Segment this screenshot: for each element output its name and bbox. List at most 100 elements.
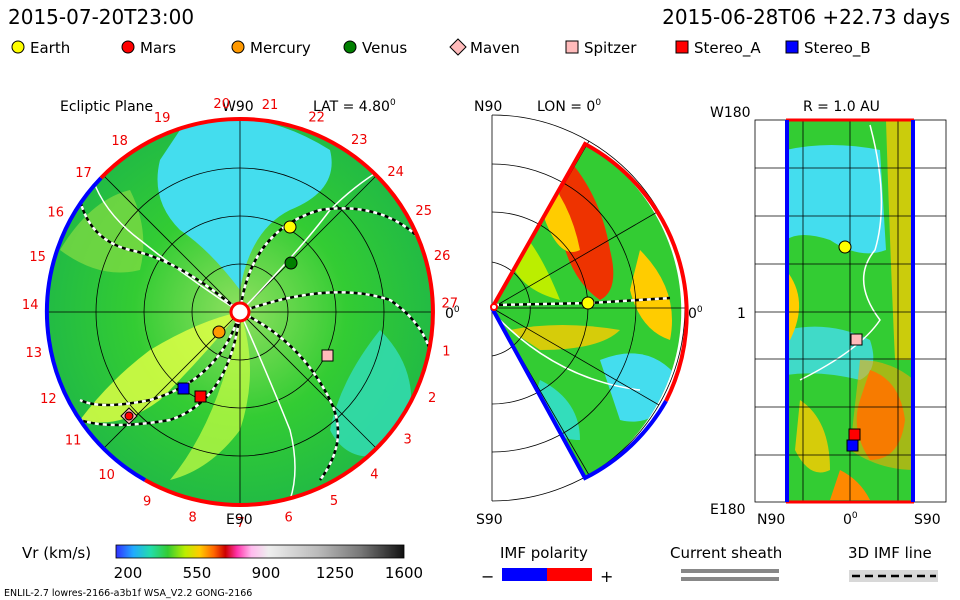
spitzer-marker xyxy=(321,349,334,362)
ecliptic-bottom-label: E90 xyxy=(226,512,253,528)
map-x-left: N90 xyxy=(757,512,785,528)
meridional-right-sup: 0 xyxy=(697,305,703,315)
day-label: 4 xyxy=(370,467,378,482)
meridional-right-text: 0 xyxy=(688,306,697,322)
meridional-lon-text: LON = 0 xyxy=(537,99,595,115)
day-label: 8 xyxy=(189,511,197,526)
datetime-right: 2015-06-28T06 +22.73 days xyxy=(662,5,950,29)
current-sheath-line-2 xyxy=(681,577,779,581)
ecliptic-right-sup: 0 xyxy=(454,305,460,315)
earth-marker xyxy=(283,220,297,234)
legend-symbol xyxy=(11,40,25,54)
legend-label: Earth xyxy=(30,39,70,57)
day-label: 20 xyxy=(213,97,230,112)
day-label: 17 xyxy=(75,166,92,181)
ecliptic-right-text: 0 xyxy=(445,306,454,322)
day-label: 27 xyxy=(442,297,459,312)
map-y-bottom: E180 xyxy=(710,502,746,518)
meridional-lon-sup: 0 xyxy=(595,98,601,108)
colorbar-tick: 1600 xyxy=(385,564,423,582)
map-x-mid-text: 0 xyxy=(843,512,852,528)
day-label: 21 xyxy=(262,98,279,113)
meridional-top-label: N90 xyxy=(474,99,502,115)
stereo-a-marker xyxy=(194,390,207,403)
legend-symbol xyxy=(449,38,467,56)
meridional-right-label: 00 xyxy=(688,305,703,322)
meridional-lon-label: LON = 00 xyxy=(537,98,601,115)
legend-item-stereo-b: Stereo_B xyxy=(785,39,871,58)
day-label: 2 xyxy=(428,391,436,406)
colorbar-tick: 550 xyxy=(183,564,212,582)
colorbar-tick: 200 xyxy=(114,564,143,582)
legend-label: Venus xyxy=(362,39,407,57)
colorbar-label: Vr (km/s) xyxy=(22,544,91,562)
legend-label: Mercury xyxy=(250,39,311,57)
imf-line-label: 3D IMF line xyxy=(848,544,932,562)
legend-label: Maven xyxy=(470,39,520,57)
colorbar-tick: 1250 xyxy=(316,564,354,582)
legend-item-earth: Earth xyxy=(11,39,70,57)
map-y-top: W180 xyxy=(710,105,751,121)
map-x-right: S90 xyxy=(914,512,941,528)
ecliptic-right-label: 00 xyxy=(445,305,460,322)
imf-polarity-legend: IMF polarity − + xyxy=(481,544,613,586)
spitzer-marker-map xyxy=(850,333,863,346)
day-label: 26 xyxy=(434,249,451,264)
colorbar-gradient xyxy=(115,544,405,559)
imf-polarity-label: IMF polarity xyxy=(500,544,588,562)
ecliptic-lat-label: LAT = 4.800 xyxy=(313,98,396,115)
stereo-a-marker-map xyxy=(848,428,861,441)
legend-label: Mars xyxy=(140,39,176,57)
day-label: 25 xyxy=(415,204,432,219)
map-title: R = 1.0 AU xyxy=(803,99,880,115)
legend-symbol xyxy=(785,40,799,54)
day-label: 3 xyxy=(404,432,412,447)
imf-positive-bar xyxy=(547,568,592,581)
day-label: 18 xyxy=(111,134,128,149)
day-label: 22 xyxy=(308,111,325,126)
day-label: 10 xyxy=(98,468,115,483)
legend-symbol xyxy=(675,40,689,54)
imf-plus: + xyxy=(600,567,613,586)
legend-item-spitzer: Spitzer xyxy=(565,39,637,57)
legend-item-mars: Mars xyxy=(121,39,176,57)
meridional-bottom-label: S90 xyxy=(476,512,503,528)
legend-item-venus: Venus xyxy=(343,39,407,57)
day-label: 6 xyxy=(284,510,292,525)
day-labels: 20 21222324252627123456789101112131415161… xyxy=(22,97,458,531)
ecliptic-lat-text: LAT = 4.80 xyxy=(313,99,390,115)
day-label: 24 xyxy=(387,165,404,180)
day-label: 9 xyxy=(143,494,151,509)
mars-marker xyxy=(124,411,134,421)
meridional-field xyxy=(492,144,682,478)
day-label: 1 xyxy=(442,345,450,360)
map-panel: R = 1.0 AU W180 1 E180 xyxy=(710,99,947,528)
ecliptic-panel: Ecliptic Plane W90 LAT = 4.800 xyxy=(22,97,460,531)
legend-item-stereo-a: Stereo_A xyxy=(675,39,761,58)
day-label: 23 xyxy=(351,133,368,148)
stereo-b-marker-map xyxy=(846,439,859,452)
imf-line-legend: 3D IMF line xyxy=(848,544,938,582)
legend-symbol xyxy=(231,40,245,54)
ecliptic-lat-sup: 0 xyxy=(390,98,396,108)
legend-label: Stereo_A xyxy=(694,39,761,58)
body-legend: Earth Mars Mercury Venus Maven Spitzer Stereo_… xyxy=(11,38,871,58)
venus-marker xyxy=(284,256,298,270)
legend-label: Spitzer xyxy=(584,39,637,57)
legend-symbol xyxy=(343,40,357,54)
current-sheath-line-1 xyxy=(681,569,779,573)
day-label: 7 xyxy=(237,516,245,531)
day-label: 11 xyxy=(65,434,82,449)
current-sheath-legend: Current sheath xyxy=(670,544,782,581)
day-label: 12 xyxy=(40,392,57,407)
mercury-marker xyxy=(212,325,226,339)
day-label: 19 xyxy=(154,111,171,126)
map-x-mid-sup: 0 xyxy=(852,511,858,521)
legend-symbol xyxy=(565,40,579,54)
current-sheath-label: Current sheath xyxy=(670,544,782,562)
day-label: 14 xyxy=(22,298,39,313)
stereo-b-marker xyxy=(177,382,190,395)
day-label: 16 xyxy=(47,205,64,220)
legend-item-mercury: Mercury xyxy=(231,39,311,57)
